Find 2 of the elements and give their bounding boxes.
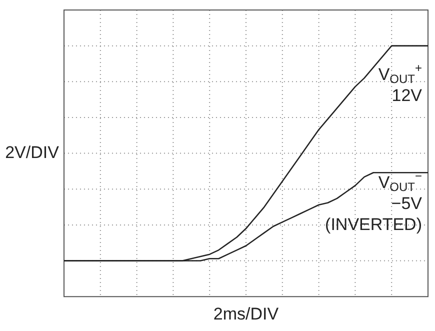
- y-axis-title: 2V/DIV: [5, 142, 60, 162]
- x-axis-title: 2ms/DIV: [213, 304, 280, 324]
